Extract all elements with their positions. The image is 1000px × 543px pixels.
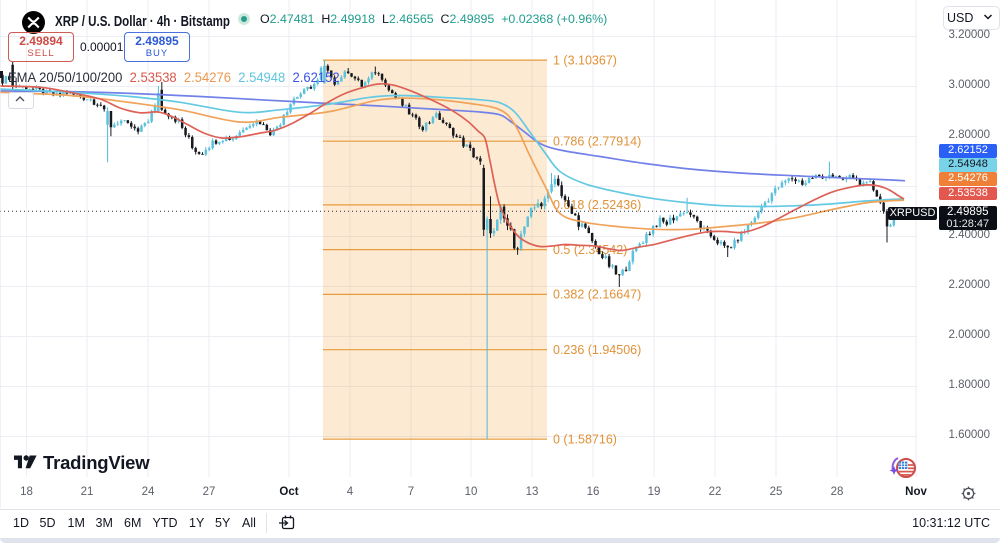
svg-text:0 (1.58716): 0 (1.58716) xyxy=(553,432,617,446)
svg-text:0.5 (2.34542): 0.5 (2.34542) xyxy=(553,243,627,257)
svg-text:1 (3.10367): 1 (3.10367) xyxy=(553,53,617,67)
svg-text:0.382 (2.16647): 0.382 (2.16647) xyxy=(553,288,641,302)
svg-text:0.786 (2.77914): 0.786 (2.77914) xyxy=(553,134,641,148)
svg-text:0.236 (1.94506): 0.236 (1.94506) xyxy=(553,343,641,357)
svg-text:0.618 (2.52436): 0.618 (2.52436) xyxy=(553,198,641,212)
